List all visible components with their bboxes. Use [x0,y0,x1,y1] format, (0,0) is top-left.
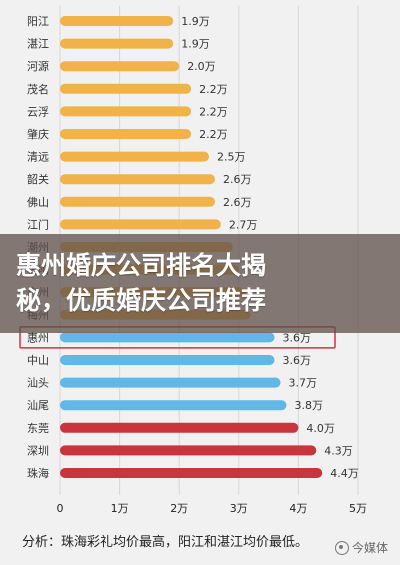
bar-1 [60,38,174,49]
value-label-0: 1.9万 [181,15,210,28]
category-label-0: 阳江 [27,15,49,28]
bar-15 [60,355,275,365]
x-tick-label-4: 4万 [289,502,307,515]
value-label-19: 4.3万 [324,444,353,457]
x-tick-label-0: 0 [57,502,64,515]
category-label-1: 湛江 [27,38,49,51]
value-label-1: 1.9万 [181,38,210,51]
watermark: 今媒体 [334,539,388,556]
category-label-19: 深圳 [27,444,49,457]
bar-6 [60,151,209,162]
category-label-3: 茂名 [27,82,49,96]
category-label-15: 中山 [27,354,49,367]
category-label-8: 佛山 [27,196,49,209]
category-label-20: 珠海 [27,466,49,480]
value-label-6: 2.5万 [217,151,246,164]
bar-4 [60,106,192,117]
bar-20 [60,468,323,478]
analysis-text: 分析：珠海彩礼均价最高，阳江和湛江均价最低。 [22,535,309,550]
bar-8 [60,196,215,207]
value-label-5: 2.2万 [199,128,228,141]
headline-line-2: 秘，优质婚庆公司推荐 [16,286,267,315]
category-label-4: 云浮 [27,105,49,118]
category-label-17: 汕尾 [27,399,49,412]
category-label-5: 肇庆 [27,127,49,141]
category-label-2: 河源 [27,59,49,73]
value-label-20: 4.4万 [330,467,359,480]
value-label-4: 2.2万 [199,105,228,118]
x-tick-label-3: 3万 [230,502,248,515]
bar-7 [60,174,215,185]
bar-16 [60,377,281,388]
value-label-14: 3.6万 [283,331,312,344]
value-label-2: 2.0万 [187,60,216,73]
category-label-7: 韶关 [27,172,49,186]
bar-3 [60,83,192,94]
bar-2 [60,61,180,72]
value-label-9: 2.7万 [229,218,257,231]
value-label-3: 2.2万 [199,83,228,96]
category-label-9: 江门 [27,217,49,231]
category-label-6: 清远 [27,151,49,164]
category-label-14: 惠州 [27,330,49,344]
value-label-7: 2.6万 [223,173,252,186]
watermark-text: 今媒体 [351,541,388,555]
x-tick-label-5: 5万 [349,502,367,515]
bar-18 [60,422,299,433]
headline-line-1: 惠州婚庆公司排名大揭 [16,251,267,280]
category-label-16: 汕头 [27,377,49,390]
x-tick-label-1: 1万 [111,502,129,515]
value-label-8: 2.6万 [223,196,252,209]
category-label-18: 东莞 [27,422,49,435]
value-label-15: 3.6万 [283,354,312,367]
x-tick-label-2: 2万 [170,502,188,515]
bar-5 [60,129,192,139]
value-label-17: 3.8万 [294,399,323,412]
watermark-icon [334,540,349,555]
bar-14 [60,332,275,343]
headline-overlay: 惠州婚庆公司排名大揭 秘，优质婚庆公司推荐 [0,234,400,333]
bar-17 [60,400,287,411]
value-label-16: 3.7万 [289,377,318,390]
bar-9 [60,219,221,230]
bar-0 [60,16,174,26]
value-label-18: 4.0万 [306,422,335,435]
bar-19 [60,445,317,456]
